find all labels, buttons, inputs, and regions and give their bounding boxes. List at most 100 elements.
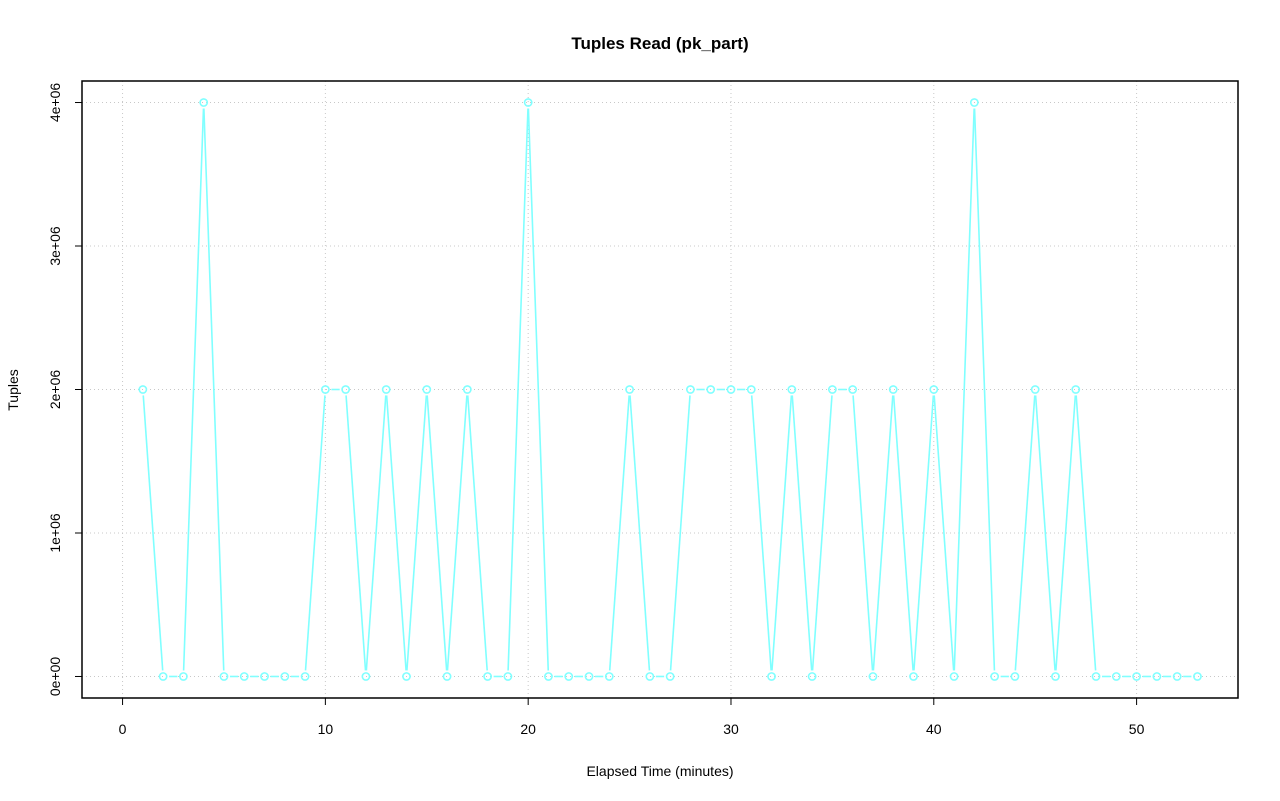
y-tick-label: 4e+06	[47, 83, 63, 123]
series-line-segment	[913, 395, 935, 671]
data-point	[645, 672, 655, 681]
data-point	[787, 385, 797, 394]
series-line-segment	[1075, 395, 1097, 671]
series-tuples	[138, 98, 1202, 681]
series-line-segment	[1055, 395, 1077, 671]
data-point	[219, 672, 229, 681]
series-line-segment	[872, 395, 894, 671]
data-point	[523, 98, 533, 107]
data-point	[483, 672, 493, 681]
data-point	[686, 385, 695, 394]
series-line-segment	[142, 395, 164, 671]
y-tick-label: 2e+06	[47, 370, 63, 410]
y-tick-label: 0e+00	[47, 657, 63, 697]
series-line-segment	[527, 108, 550, 671]
data-point	[1010, 672, 1020, 681]
data-point	[138, 385, 148, 394]
x-tick-label: 10	[318, 721, 334, 737]
data-point	[767, 672, 776, 681]
series-line-segment	[973, 108, 996, 671]
series-line-segment	[771, 395, 793, 671]
data-point	[990, 672, 1000, 681]
series-line-segment	[933, 395, 955, 671]
series-line-segment	[852, 395, 874, 671]
data-point	[726, 385, 736, 394]
series-line-segment	[385, 395, 407, 671]
x-tick-label: 30	[723, 721, 739, 737]
grid-lines	[82, 81, 1238, 698]
data-point	[909, 672, 918, 681]
data-point	[260, 672, 269, 681]
series-line-segment	[446, 395, 468, 671]
series-line-segment	[182, 108, 205, 671]
data-point	[949, 672, 959, 681]
series-line-segment	[1034, 395, 1056, 671]
y-tick-label: 3e+06	[47, 226, 63, 266]
series-line-segment	[892, 395, 914, 671]
data-point	[584, 672, 594, 681]
data-point	[381, 385, 391, 394]
data-point	[442, 672, 452, 681]
data-point	[827, 385, 837, 394]
x-axis: 0 10 20 30 40 50	[119, 697, 1145, 737]
data-point	[179, 672, 188, 681]
x-tick-label: 20	[520, 721, 536, 737]
data-point	[1172, 672, 1182, 681]
data-point	[462, 385, 472, 394]
chart-title: Tuples Read (pk_part)	[571, 34, 748, 53]
series-line-segment	[345, 395, 367, 671]
data-point	[625, 385, 634, 394]
series-line-segment	[426, 395, 448, 671]
data-point	[280, 672, 290, 681]
data-point	[1091, 672, 1101, 681]
data-point	[665, 672, 675, 681]
data-point	[1111, 672, 1121, 681]
series-line-segment	[608, 395, 630, 671]
data-point	[503, 672, 513, 681]
data-point	[239, 672, 249, 681]
data-point	[969, 98, 979, 107]
series-line-segment	[365, 395, 387, 671]
data-point	[807, 672, 817, 681]
series-line-segment	[669, 395, 691, 671]
series-line-segment	[304, 395, 326, 671]
data-point	[1071, 385, 1081, 394]
data-point	[422, 385, 432, 394]
data-point	[544, 672, 553, 681]
data-point	[746, 385, 756, 394]
x-tick-label: 0	[119, 721, 127, 737]
data-point	[402, 672, 411, 681]
data-point	[199, 98, 209, 107]
plot-frame	[81, 80, 1239, 699]
series-line-segment	[791, 395, 813, 671]
data-point	[361, 672, 371, 681]
data-point	[1152, 672, 1162, 681]
data-point	[300, 672, 310, 681]
data-point	[888, 385, 898, 394]
data-point	[848, 385, 858, 394]
data-point	[320, 385, 330, 394]
series-line-segment	[953, 108, 975, 671]
y-axis-label: Tuples	[5, 369, 21, 411]
data-point	[706, 385, 716, 394]
x-tick-label: 40	[926, 721, 942, 737]
y-tick-label: 1e+06	[47, 513, 63, 553]
y-axis: 0e+00 1e+06 2e+06 3e+06 4e+06	[47, 83, 83, 697]
series-line-segment	[750, 395, 772, 671]
series-line-segment	[466, 395, 488, 671]
data-point	[564, 672, 574, 681]
series-line-segment	[406, 395, 428, 671]
data-point	[1132, 672, 1141, 681]
data-point	[868, 672, 878, 681]
data-point	[1051, 672, 1060, 681]
series-line-segment	[203, 108, 225, 671]
data-point	[1030, 385, 1040, 394]
series-line-segment	[1014, 395, 1036, 671]
data-point	[929, 385, 939, 394]
data-point	[1193, 672, 1202, 681]
data-point	[341, 385, 351, 394]
series-line-segment	[507, 108, 529, 671]
data-point	[158, 672, 168, 681]
series-line-segment	[629, 395, 651, 671]
